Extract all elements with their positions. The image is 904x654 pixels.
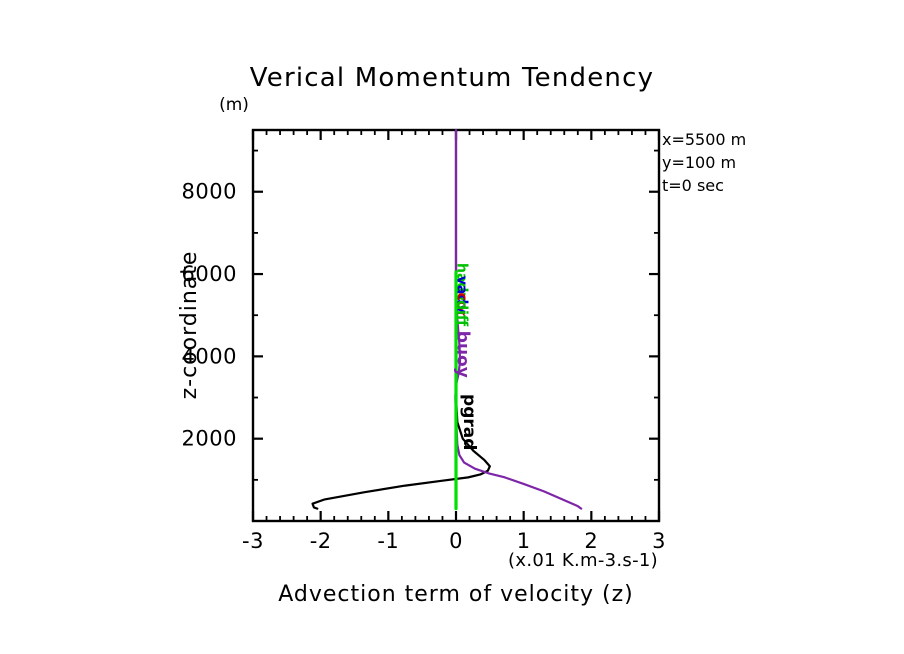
annotation-x-position: x=5500 m: [662, 130, 746, 149]
y-tick-label: 2000: [182, 427, 237, 451]
curve-label-cor: cor: [453, 293, 469, 318]
curve-label-hadv: hadv: [453, 263, 469, 302]
x-tick-label: 3: [652, 529, 666, 553]
x-axis-tick-labels: -3 -2 -1 0 1 2 3: [242, 529, 666, 553]
x-tick-label: 2: [584, 529, 598, 553]
y-tick-label: 4000: [182, 344, 237, 368]
curve-label-buoy: buoy: [452, 331, 472, 378]
x-tick-label: -2: [310, 529, 332, 553]
curve-label-pgrad: pgrad: [459, 394, 479, 450]
y-tick-label: 6000: [182, 262, 237, 286]
y-axis-tick-labels: 2000 4000 6000 8000: [182, 180, 237, 451]
y-axis-title: z-coordinate: [177, 251, 202, 400]
x-tick-label: 1: [517, 529, 531, 553]
x-axis-ticks: [251, 130, 661, 521]
data-series-group: [311, 128, 583, 511]
y-tick-label: 8000: [182, 180, 237, 204]
y-axis-unit-label: (m): [219, 95, 249, 115]
x-axis-unit-label: (x.01 K.m-3.s-1): [508, 550, 658, 571]
x-tick-label: -3: [242, 529, 264, 553]
annotation-y-position: y=100 m: [662, 153, 736, 172]
y-axis-ticks: [253, 149, 659, 481]
chart-title: Verical Momentum Tendency: [250, 63, 654, 93]
x-tick-label: 0: [449, 529, 463, 553]
curve-label-vadv: vadv: [453, 276, 469, 314]
x-tick-label: -1: [377, 529, 399, 553]
annotation-time: t=0 sec: [662, 176, 724, 195]
x-axis-title: Advection term of velocity (z): [278, 582, 634, 607]
curve-label-diff: diff: [453, 300, 469, 327]
